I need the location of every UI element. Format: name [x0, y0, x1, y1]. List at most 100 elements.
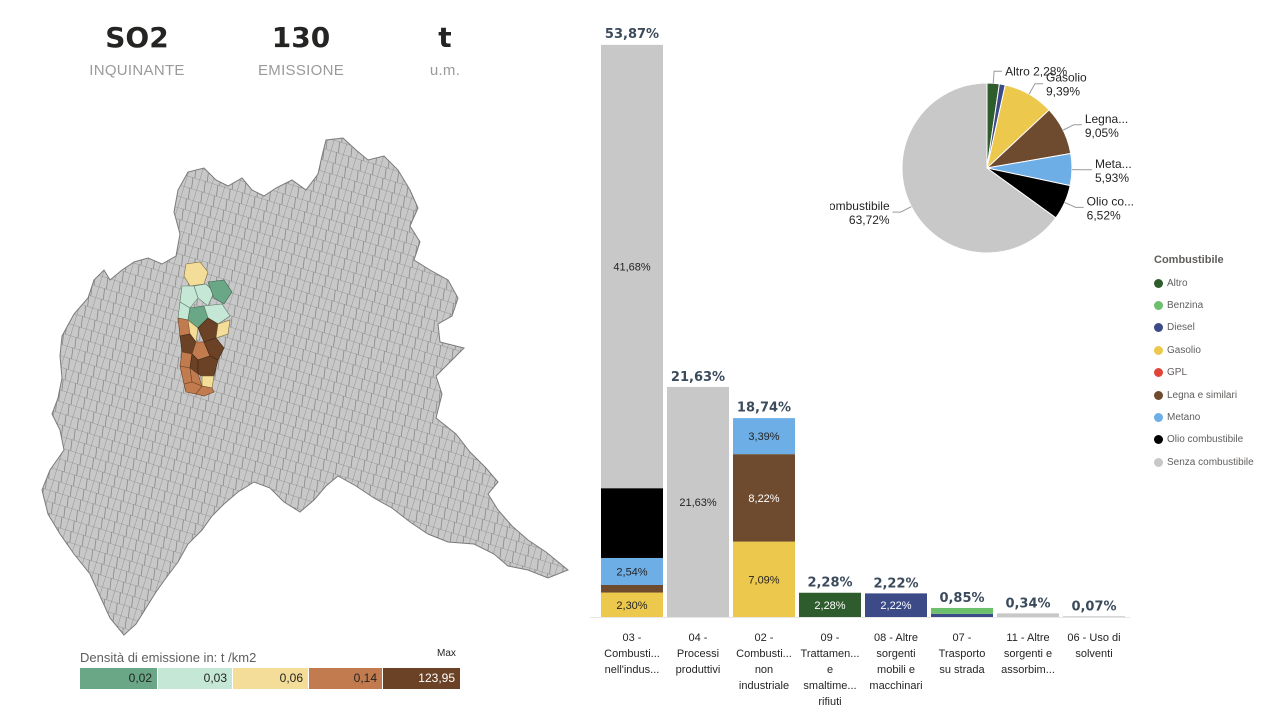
category-tick-label: mobili e: [877, 664, 915, 676]
legend-dot: [1154, 368, 1163, 378]
kpi-unit: t u.m.: [370, 18, 520, 79]
map-legend-max-label: Max: [437, 648, 456, 659]
pie-leader-line: [1064, 202, 1084, 208]
legend-item-diesel[interactable]: Diesel: [1154, 317, 1254, 339]
fuel-legend-title: Combustibile: [1154, 254, 1224, 266]
legend-dot: [1154, 301, 1163, 311]
bar-segment[interactable]: [667, 386, 729, 617]
category-tick-label: sorgenti: [876, 648, 915, 660]
kpi-unit-value: t: [438, 21, 452, 54]
category-tick-label: produttivi: [676, 664, 721, 676]
bar-segment[interactable]: [733, 454, 795, 542]
category-tick-label: non: [755, 664, 773, 676]
pie-slice-value-label: 9,39%: [1046, 85, 1080, 99]
legend-item-altro[interactable]: Altro: [1154, 272, 1254, 294]
legend-label: Legna e similari: [1167, 389, 1238, 401]
highlighted-municipalities[interactable]: [177, 261, 233, 397]
bar-segment[interactable]: [601, 592, 663, 617]
segment-data-label: 2,30%: [616, 600, 647, 612]
bar-total-label: 2,28%: [807, 576, 852, 591]
pie-slice-value-label: 63,72%: [849, 213, 890, 227]
category-tick-label: e: [827, 664, 833, 676]
kpi-unit-label: u.m.: [429, 62, 461, 79]
bar-segment[interactable]: [733, 541, 795, 617]
segment-data-label: 8,22%: [748, 493, 779, 505]
map-legend-title: Densità di emissione in: t /km2: [80, 650, 257, 665]
bar-segment[interactable]: [601, 584, 663, 593]
bar-segment[interactable]: [931, 607, 993, 614]
legend-label: GPL: [1167, 367, 1188, 379]
segment-data-label: 21,63%: [679, 497, 717, 509]
fuel-pie-chart[interactable]: Altro 2,28% Gasolio 9,39% Legna... 9,05% Meta…: [786, 60, 1160, 290]
legend-dot: [1154, 323, 1163, 333]
bar-total-label: 53,87%: [605, 27, 659, 42]
kpi-pollutant-value: SO2: [105, 21, 169, 54]
region-map-svg[interactable]: [38, 130, 578, 650]
category-tick-label: 06 - Uso di: [1067, 632, 1120, 644]
category-tick-label: Trattamen...: [801, 648, 860, 660]
category-tick-label: smaltime...: [803, 680, 856, 692]
category-tick-label: Combusti...: [604, 648, 660, 660]
bar-total-label: 0,07%: [1071, 599, 1116, 614]
category-tick-label: 07 -: [953, 632, 972, 644]
legend-dot: [1154, 345, 1163, 355]
bar-chart-svg[interactable]: 2,30% 2,54% 41,68% 53,87% 03 - Combusti... nel…: [590, 0, 1150, 720]
kpi-emission: 130 EMISSIONE: [226, 18, 376, 79]
bar-segment[interactable]: [931, 613, 993, 617]
kpi-emission-label: EMISSIONE: [257, 62, 345, 79]
legend-item-gasolio[interactable]: Gasolio: [1154, 339, 1254, 361]
bar-segment[interactable]: [799, 592, 861, 617]
bar-segment[interactable]: [601, 557, 663, 585]
pie-leader-line: [1062, 124, 1082, 131]
category-tick-label: assorbim...: [1001, 664, 1055, 676]
category-tick-label: 03 -: [623, 632, 642, 644]
category-tick-label: 08 - Altre: [874, 632, 918, 644]
bar-segment[interactable]: [997, 613, 1059, 617]
bar-segment[interactable]: [601, 488, 663, 558]
bar-total-label: 18,74%: [737, 401, 791, 416]
sector-stacked-bar-chart[interactable]: 2,30% 2,54% 41,68% 53,87% 03 - Combusti... nel…: [590, 0, 1150, 720]
scale-bin-1: 0,02: [80, 668, 158, 689]
bar-segment[interactable]: [865, 593, 927, 617]
legend-label: Benzina: [1167, 300, 1204, 312]
pie-leader-line: [892, 206, 912, 213]
legend-item-benzina[interactable]: Benzina: [1154, 294, 1254, 316]
category-tick-label: rifiuti: [818, 696, 841, 708]
kpi-pollutant: SO2 INQUINANTE: [62, 18, 212, 79]
legend-dot: [1154, 457, 1163, 467]
legend-label: Diesel: [1167, 322, 1195, 334]
kpi-pollutant-label: INQUINANTE: [89, 62, 185, 79]
category-tick-label: 09 -: [821, 632, 840, 644]
emission-density-map[interactable]: [38, 130, 578, 650]
region-outline: [41, 137, 569, 636]
pie-slice-name-label: Legna...: [1085, 112, 1128, 126]
legend-item-gpl[interactable]: GPL: [1154, 362, 1254, 384]
legend-label: Gasolio: [1167, 344, 1201, 356]
bar-total-label: 0,34%: [1005, 596, 1050, 611]
bar-segment[interactable]: [733, 418, 795, 455]
pie-slice-value-label: 5,93%: [1095, 171, 1129, 185]
category-tick-label: Combusti...: [736, 648, 792, 660]
legend-label: Olio combustibile: [1167, 434, 1244, 446]
pie-leader-line: [992, 70, 1003, 84]
legend-item-senza[interactable]: Senza combustibile: [1154, 451, 1254, 473]
bar-segment[interactable]: [601, 44, 663, 489]
bar-segment[interactable]: [1063, 616, 1125, 618]
category-tick-label: 04 -: [689, 632, 708, 644]
scale-bin-5: 123,95: [383, 668, 461, 689]
legend-dot: [1154, 278, 1163, 288]
category-tick-label: solventi: [1075, 648, 1112, 660]
legend-item-metano[interactable]: Metano: [1154, 406, 1254, 428]
pie-slice-value-label: 6,52%: [1087, 208, 1121, 222]
legend-item-legna[interactable]: Legna e similari: [1154, 384, 1254, 406]
pie-slice-name-label: Altro 2,28%: [1005, 64, 1067, 78]
category-tick-label: Processi: [677, 648, 719, 660]
segment-data-label: 3,39%: [748, 431, 779, 443]
legend-item-olio[interactable]: Olio combustibile: [1154, 429, 1254, 451]
segment-data-label: 2,22%: [880, 600, 911, 612]
kpi-emission-value: 130: [271, 21, 331, 54]
pie-slice-value-label: 9,05%: [1085, 126, 1119, 140]
pie-slice-name-label: Meta...: [1095, 157, 1132, 171]
pie-slice-name-label: Olio co...: [1087, 194, 1134, 208]
